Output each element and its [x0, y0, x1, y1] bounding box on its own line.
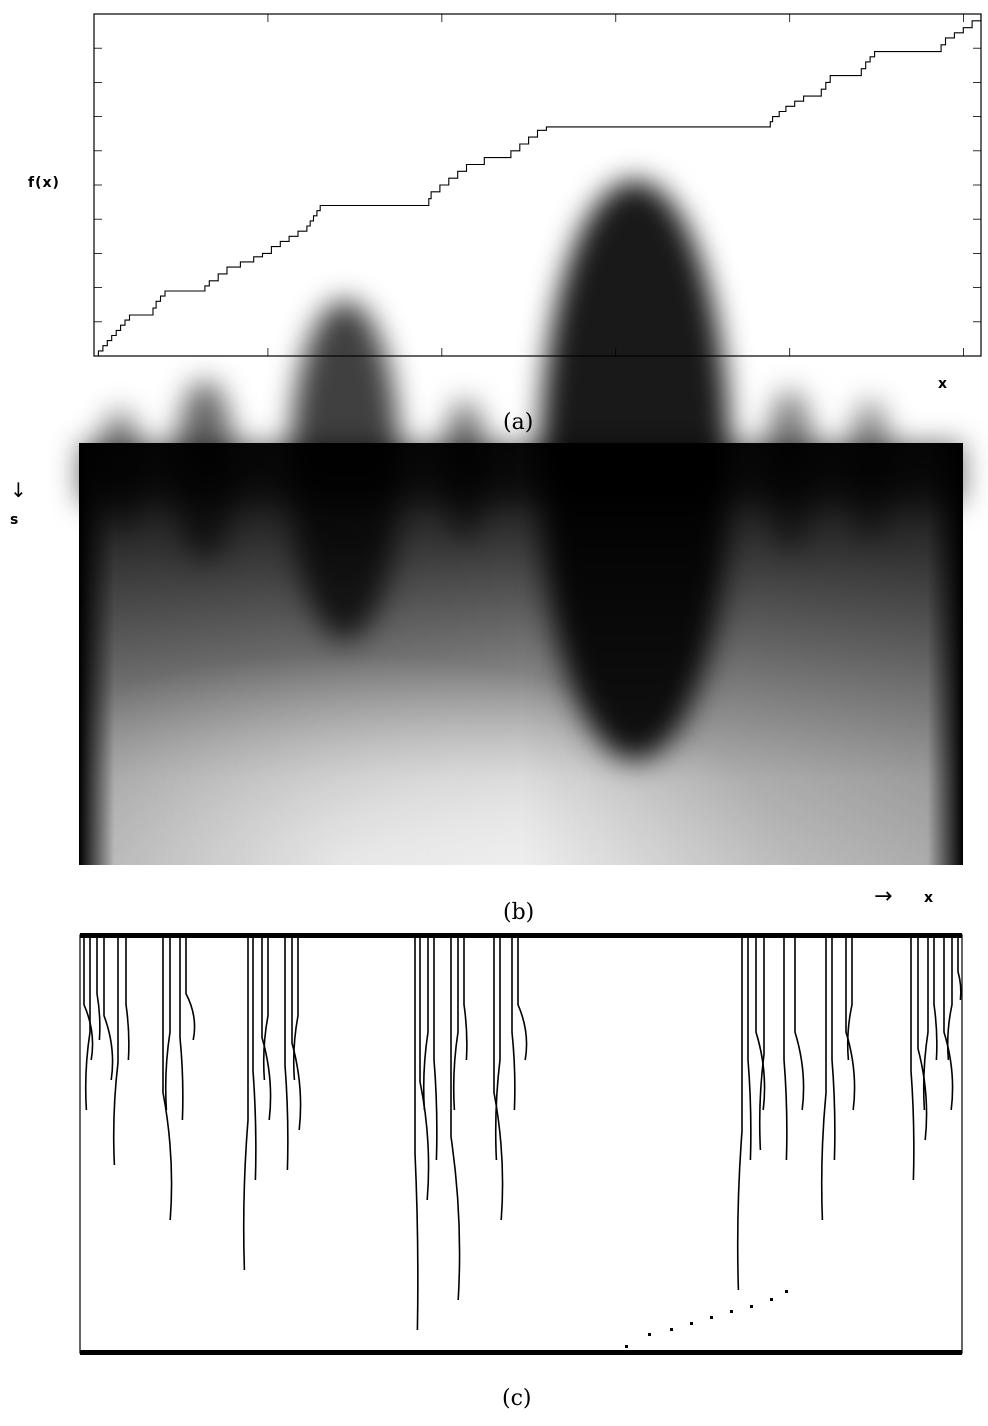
- maxima-dot: [690, 1322, 693, 1325]
- maxima-line: [452, 937, 459, 1111]
- maxima-line: [943, 937, 954, 1111]
- maxima-line: [758, 937, 765, 1151]
- maxima-line: [261, 937, 272, 1121]
- maxima-line: [747, 937, 752, 1161]
- staircase-curve: [94, 14, 982, 357]
- maxima-line: [262, 937, 269, 1081]
- maxima-dot: [648, 1333, 651, 1336]
- maxima-line: [84, 937, 91, 1111]
- panel-a-caption: (a): [503, 410, 534, 435]
- maxima-line: [252, 937, 257, 1181]
- maxima-line: [242, 937, 249, 1271]
- maxima-line: [794, 937, 805, 1111]
- panel-b-x-label: x: [924, 890, 935, 906]
- maxima-dot: [785, 1290, 788, 1293]
- maxima-dot: [625, 1345, 628, 1348]
- maxima-line: [845, 937, 856, 1111]
- down-arrow-icon: ↓: [10, 478, 27, 502]
- maxima-line: [957, 937, 962, 1001]
- maxima-line: [433, 937, 438, 1161]
- maxima-line: [450, 937, 461, 1301]
- maxima-line: [922, 937, 929, 1111]
- maxima-line: [103, 937, 114, 1081]
- maxima-line: [291, 937, 302, 1131]
- maxima-line: [493, 937, 504, 1221]
- maxima-dot: [710, 1316, 713, 1319]
- panel-a-x-label: x: [938, 376, 949, 392]
- maxima-line: [820, 937, 827, 1221]
- maxima-line: [284, 937, 289, 1171]
- maxima-line: [162, 937, 173, 1221]
- maxima-line: [414, 937, 419, 1331]
- panel-a-y-label: f(x): [28, 175, 60, 191]
- maxima-line: [96, 937, 101, 1041]
- maxima-line: [419, 937, 430, 1201]
- maxima-line: [933, 937, 938, 1061]
- maxima-line: [910, 937, 915, 1181]
- maxima-line: [494, 937, 501, 1161]
- right-arrow-icon: →: [874, 884, 893, 909]
- maxima-line: [422, 937, 429, 1111]
- maxima-line: [917, 937, 928, 1141]
- maxima-line: [125, 937, 130, 1061]
- maxima-line: [112, 937, 119, 1166]
- maxima-lines: [83, 937, 962, 1348]
- maxima-line: [179, 937, 184, 1121]
- maxima-line: [463, 937, 468, 1061]
- maxima-dot: [670, 1328, 673, 1331]
- panel-b-caption: (b): [503, 900, 535, 925]
- panel-c-frame: [79, 934, 963, 1354]
- maxima-line: [831, 937, 836, 1161]
- maxima-line: [511, 937, 516, 1111]
- maxima-line: [846, 937, 853, 1061]
- maxima-line: [292, 937, 299, 1081]
- maxima-line: [946, 937, 953, 1061]
- panel-b-map: [79, 180, 963, 865]
- maxima-dot: [770, 1298, 773, 1301]
- maxima-dot: [750, 1305, 753, 1308]
- panel-a-plot: [93, 13, 982, 357]
- maxima-line: [783, 937, 788, 1161]
- maxima-dot: [730, 1310, 733, 1313]
- maxima-line: [164, 937, 171, 1111]
- panel-b-s-label: s: [10, 512, 20, 528]
- maxima-line: [736, 937, 743, 1291]
- panel-c-caption: (c): [502, 1386, 532, 1411]
- maxima-line: [83, 937, 94, 1061]
- maxima-line: [517, 937, 528, 1061]
- maxima-line: [185, 937, 196, 1041]
